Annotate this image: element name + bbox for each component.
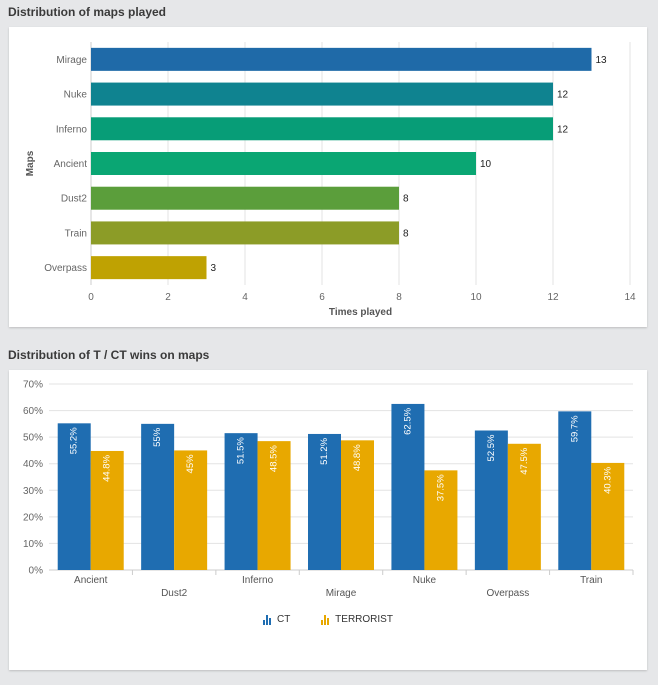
data-label: 55% [152, 427, 163, 447]
data-label: 62.5% [402, 407, 413, 434]
bar-terrorist [90, 450, 124, 570]
wins-distribution-card: 0% 10% 20% 30% 40% 50% 60% 70% 55.2% 44.8% Ancient… [9, 370, 647, 670]
data-label: 10 [480, 159, 492, 170]
bar [91, 47, 592, 71]
data-label: 51.2% [319, 437, 330, 464]
maps-played-title: Distribution of maps played [8, 5, 167, 19]
y-tick-label: Mirage [56, 55, 87, 66]
data-label: 51.5% [236, 437, 247, 464]
wins-distribution-title: Distribution of T / CT wins on maps [8, 348, 210, 362]
bar-ct [224, 433, 258, 570]
bar [91, 256, 207, 280]
data-label: 37.5% [435, 474, 446, 501]
y-tick-label: Dust2 [61, 194, 88, 205]
data-label: 12 [557, 90, 569, 101]
data-label: 44.8% [102, 454, 113, 481]
maps-played-chart: 0 2 4 6 8 10 12 14 Mirage 13 Nuke 12 Inferno 12 Ancien… [25, 42, 636, 318]
bar-chart-icon [321, 614, 330, 625]
legend-item-terrorist[interactable]: TERRORIST [321, 614, 393, 625]
y-tick-label: 10% [23, 539, 43, 550]
y-tick-label: 20% [23, 512, 43, 523]
bar [91, 152, 476, 175]
x-tick-label: 0 [88, 292, 94, 303]
data-label: 8 [403, 194, 409, 205]
bar-terrorist [424, 470, 458, 570]
wins-distribution-chart: 0% 10% 20% 30% 40% 50% 60% 70% 55.2% 44.8% Ancient… [23, 380, 634, 599]
bar [91, 186, 399, 210]
bar-ct [474, 430, 508, 570]
bar [91, 221, 399, 245]
bar-terrorist [507, 443, 541, 570]
bar-terrorist [591, 462, 625, 570]
y-tick-label: Ancient [54, 159, 88, 170]
bar-terrorist [257, 441, 291, 570]
legend-label-ct: CT [277, 614, 291, 625]
y-tick-label: 60% [23, 406, 43, 417]
bar-ct [141, 423, 175, 570]
data-label: 47.5% [519, 447, 530, 474]
x-tick-label: Overpass [486, 588, 529, 599]
bar-terrorist [341, 440, 374, 570]
data-label: 40.3% [602, 466, 613, 493]
y-tick-label: Train [65, 228, 87, 239]
y-tick-label: 50% [23, 433, 43, 444]
data-label: 8 [403, 228, 409, 239]
x-tick-label: 14 [624, 292, 636, 303]
x-tick-label: Dust2 [161, 588, 188, 599]
bar-ct [391, 403, 425, 570]
bar-ct [57, 423, 91, 570]
bar-ct [558, 411, 592, 570]
x-tick-label: 2 [165, 292, 171, 303]
x-tick-label: Train [580, 575, 602, 586]
data-label: 55.2% [69, 427, 80, 454]
legend-label-terrorist: TERRORIST [335, 614, 393, 625]
bar-terrorist [174, 450, 208, 570]
legend-item-ct[interactable]: CT [263, 614, 290, 625]
y-tick-label: Inferno [56, 124, 88, 135]
y-tick-label: 40% [23, 459, 43, 470]
data-label: 48.5% [269, 445, 280, 472]
y-tick-label: 0% [29, 566, 44, 577]
x-axis-title: Times played [329, 307, 392, 318]
bar [91, 117, 553, 141]
x-tick-label: 6 [319, 292, 325, 303]
x-tick-label: 4 [242, 292, 248, 303]
data-label: 59.7% [569, 415, 580, 442]
x-tick-label: Inferno [242, 575, 274, 586]
bar [91, 82, 553, 106]
data-label: 52.5% [486, 434, 497, 461]
chart-legend: CT TERRORIST [9, 614, 647, 628]
y-tick-label: 30% [23, 486, 43, 497]
x-tick-label: Nuke [413, 575, 437, 586]
y-tick-label: Nuke [64, 90, 88, 101]
x-tick-label: Ancient [74, 575, 108, 586]
y-axis-title: Maps [25, 150, 36, 176]
x-tick-label: 8 [396, 292, 402, 303]
data-label: 45% [185, 454, 196, 474]
y-tick-label: Overpass [44, 263, 87, 274]
bar-ct [308, 433, 341, 570]
data-label: 48.8% [352, 444, 363, 471]
data-label: 12 [557, 124, 569, 135]
x-tick-label: 10 [470, 292, 482, 303]
x-tick-label: 12 [547, 292, 559, 303]
data-label: 13 [596, 55, 608, 66]
data-label: 3 [211, 263, 217, 274]
y-tick-label: 70% [23, 380, 43, 391]
x-tick-label: Mirage [326, 588, 357, 599]
maps-played-card: 0 2 4 6 8 10 12 14 Mirage 13 Nuke 12 Inferno 12 Ancien… [9, 27, 647, 327]
bar-chart-icon [263, 614, 272, 625]
